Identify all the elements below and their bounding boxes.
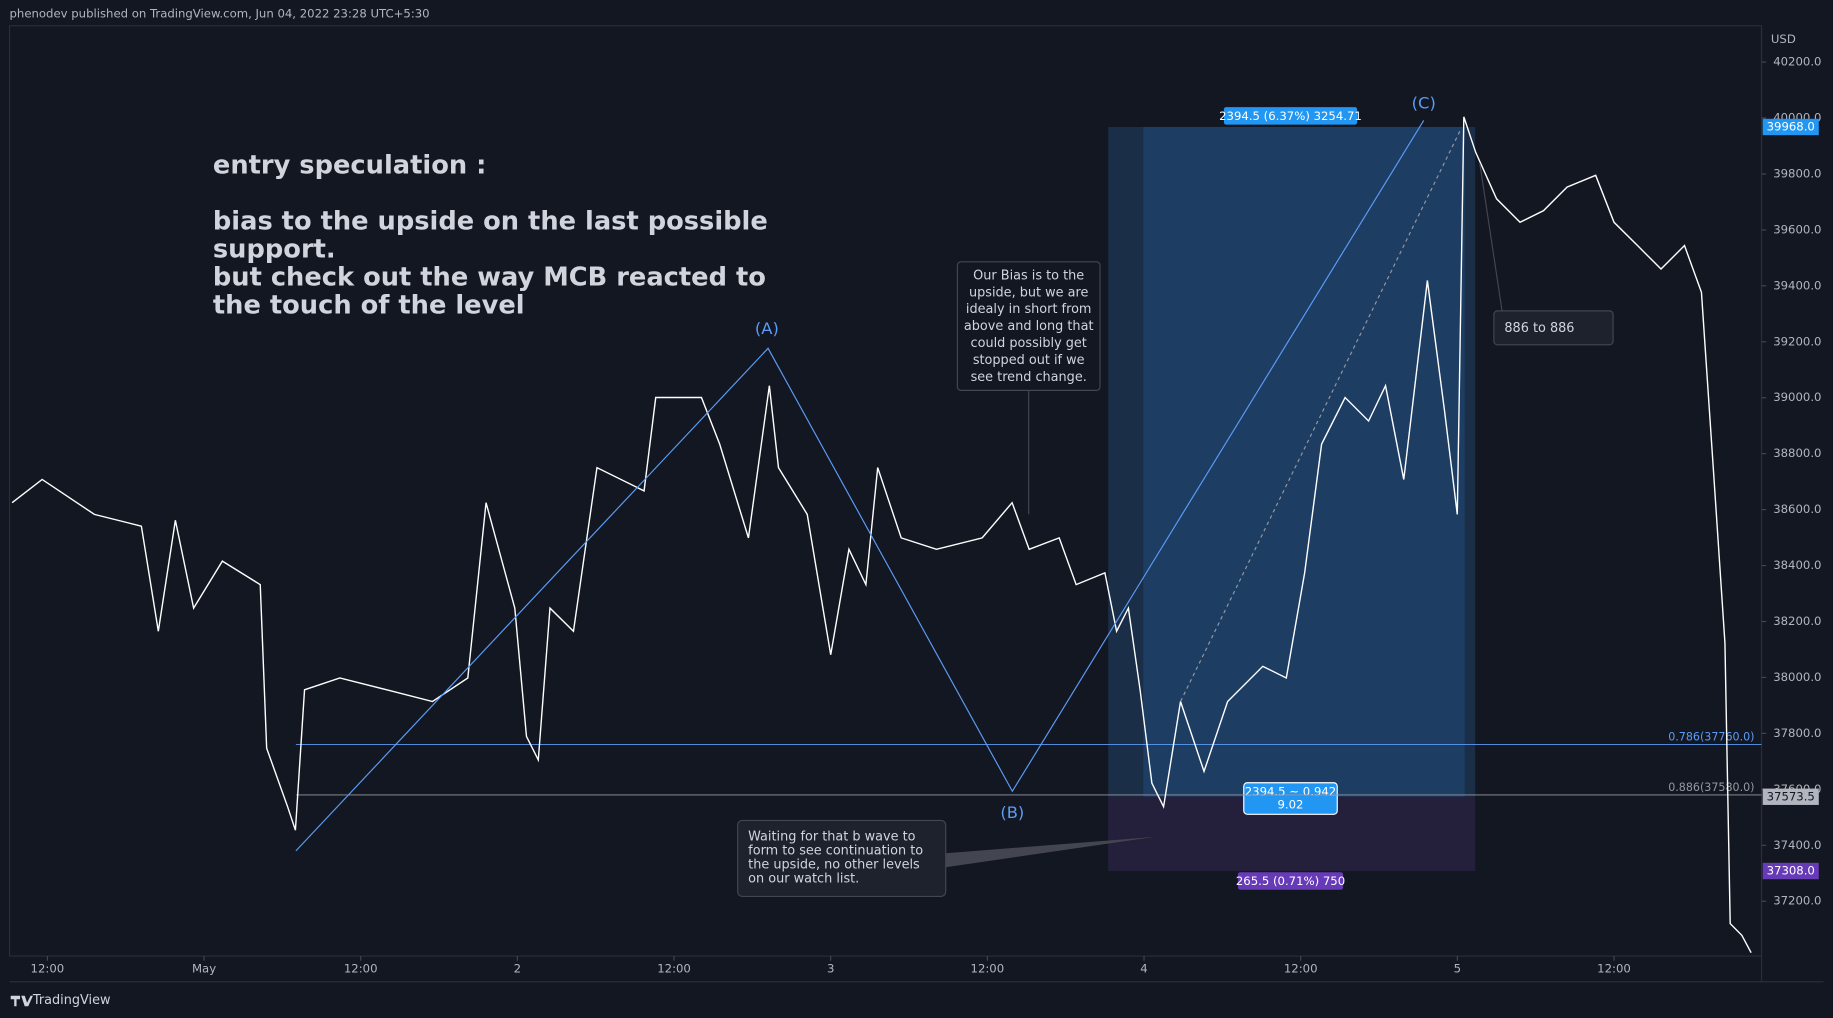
y-tick-label: 39200.0 — [1773, 334, 1821, 348]
position-label: 2394.5 (6.37%) 3254.71 — [1219, 109, 1362, 123]
y-tick-label: 38600.0 — [1773, 502, 1821, 516]
price-label-bg — [1762, 862, 1819, 880]
y-tick-label: 39400.0 — [1773, 278, 1821, 292]
note-text: idealy in short from — [966, 302, 1092, 317]
label-bg — [1223, 107, 1358, 125]
y-tick-label: 37400.0 — [1773, 838, 1821, 852]
annotation-line: bias to the upside on the last possible — [213, 207, 768, 237]
note-text: form to see continuation to — [748, 843, 923, 858]
y-tick-label: 37200.0 — [1773, 894, 1821, 908]
annotation-line: but check out the way MCB reacted to — [213, 263, 766, 293]
x-tick-label: 12:00 — [657, 961, 691, 975]
label-bg — [1237, 872, 1344, 890]
wave-label: (C) — [1412, 94, 1436, 113]
fib-label: 0.786(37760.0) — [1668, 731, 1754, 744]
note-text: Waiting for that b wave to — [748, 829, 915, 844]
y-tick-label: 38400.0 — [1773, 558, 1821, 572]
header: phenodev published on TradingView.com, J… — [10, 7, 430, 21]
footer-logo-text: TradingView — [32, 993, 111, 1008]
note-box — [1493, 310, 1614, 346]
x-tick-label: 5 — [1454, 961, 1461, 975]
wave-label: (A) — [755, 319, 779, 338]
profit-zone-active — [1143, 126, 1465, 797]
y-tick-label: 38800.0 — [1773, 446, 1821, 460]
note-text: see trend change. — [971, 370, 1087, 385]
label-bg — [1243, 782, 1338, 815]
footer-logo — [10, 995, 33, 1007]
y-tick-label: 38000.0 — [1773, 670, 1821, 684]
x-tick-label: 3 — [827, 961, 834, 975]
position-label: 265.5 (0.71%) 750 — [1236, 874, 1345, 888]
x-tick-label: 12:00 — [1597, 961, 1631, 975]
note-text: the upside, no other levels — [748, 857, 920, 872]
annotation-line: the touch of the level — [213, 291, 525, 321]
y-tick-label: 39000.0 — [1773, 390, 1821, 404]
annotation: entry speculation : bias to the upside on… — [213, 150, 768, 320]
position-label: 9.02 — [1278, 797, 1304, 811]
y-tick-label: 39600.0 — [1773, 222, 1821, 236]
note-text: above and long that — [964, 319, 1094, 334]
x-tick-label: 12:00 — [971, 961, 1005, 975]
price-label: 39968.0 — [1767, 119, 1815, 133]
price-label-bg — [1762, 788, 1819, 805]
plot — [11, 116, 1752, 953]
x-tick-label: 12:00 — [1284, 961, 1318, 975]
note-text: could possibly get — [971, 336, 1087, 351]
y-tick-label: 40200.0 — [1773, 55, 1821, 69]
axes: 37200.037400.037600.037800.038000.038200… — [31, 55, 1822, 976]
note-text: Our Bias is to the — [973, 268, 1084, 283]
note-text: upside, but we are — [969, 285, 1089, 300]
x-tick-label: May — [192, 961, 216, 975]
annotation-line: support. — [213, 235, 336, 265]
note-text: 886 to 886 — [1504, 321, 1574, 336]
x-tick-label: 2 — [514, 961, 521, 975]
y-tick-label: 38200.0 — [1773, 614, 1821, 628]
price-label: 37308.0 — [1767, 864, 1815, 878]
notes: Our Bias is to the upside, but we are idea… — [748, 268, 1574, 886]
annotation-line: entry speculation : — [213, 150, 487, 180]
price-label-bg — [1762, 118, 1819, 136]
x-tick-label: 12:00 — [344, 961, 378, 975]
wave-line — [295, 120, 1425, 852]
note-text: stopped out if we — [973, 353, 1085, 368]
price-label: 37573.5 — [1767, 789, 1815, 803]
y-tick-label: 37800.0 — [1773, 726, 1821, 740]
y-tick-label: 39800.0 — [1773, 166, 1821, 180]
trend-dash — [1180, 128, 1462, 702]
price-line — [11, 116, 1752, 953]
wave-label: (B) — [1000, 803, 1024, 822]
x-tick-label: 12:00 — [31, 961, 65, 975]
fib-label: 0.886(37580.0) — [1668, 781, 1754, 794]
x-tick-label: 4 — [1140, 961, 1147, 975]
currency: USD — [1771, 32, 1796, 46]
note-pointer — [1479, 163, 1503, 311]
note-text: on our watch list. — [748, 871, 859, 886]
